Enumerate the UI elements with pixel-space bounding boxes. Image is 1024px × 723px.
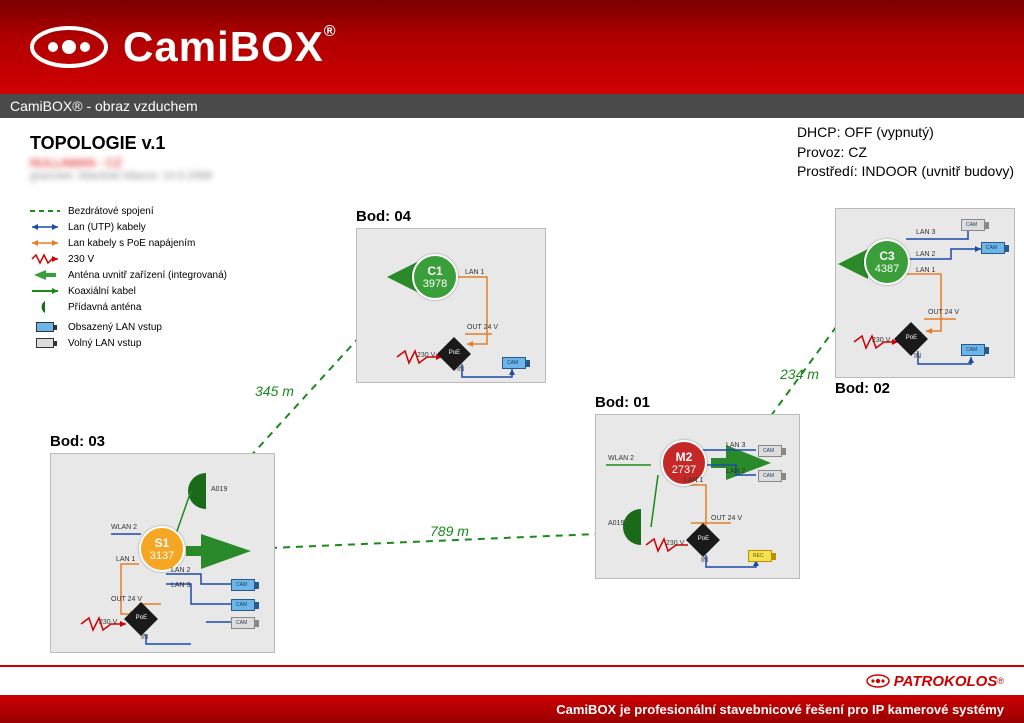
subtitle-text: CamiBOX® - obraz vzduchem	[10, 98, 198, 114]
content-area: TOPOLOGIE v.1 NULLAMAN - CZ gravceet. Wa…	[0, 118, 1024, 678]
legend-coax: Koaxiální kabel	[68, 286, 136, 297]
device-c3: C3 4387	[864, 239, 910, 285]
legend: Bezdrátové spojení Lan (UTP) kabely Lan …	[30, 203, 227, 351]
device-s1-label: S1	[155, 536, 170, 550]
node-bod03: S1 3137 PoE A019 WLAN 2 LAN 1 LAN 2 LAN …	[50, 453, 275, 653]
redacted-line-1: NULLAMAN - CZ	[30, 156, 122, 170]
device-c3-label: C3	[879, 249, 894, 263]
device-c1: C1 3978	[412, 254, 458, 300]
device-m2-num: 2737	[672, 464, 696, 476]
device-c3-num: 4387	[875, 263, 899, 275]
device-c1-label: C1	[427, 264, 442, 278]
node-bod02: C3 4387 PoE LAN 3 LAN 2 LAN 1 OUT 24 V 2…	[835, 208, 1015, 378]
legend-antenna-int: Anténa uvnitř zařízení (integrovaná)	[68, 270, 227, 281]
node-bod03-title: Bod: 03	[50, 433, 105, 450]
footer-brand: PATROKOLOS	[894, 673, 998, 690]
distance-1: 345 m	[255, 383, 294, 399]
info-dhcp: DHCP: OFF (vypnutý)	[797, 123, 1014, 143]
node-bod01-title: Bod: 01	[595, 394, 650, 411]
distance-2: 234 m	[780, 366, 819, 382]
subtitle-bar: CamiBOX® - obraz vzduchem	[0, 94, 1024, 118]
info-box: DHCP: OFF (vypnutý) Provoz: CZ Prostředí…	[797, 123, 1014, 182]
device-s1: S1 3137	[139, 526, 185, 572]
logo: CamiBOX®	[30, 23, 337, 71]
node-bod01: M2 2737 PoE WLAN 2 LAN 3 LAN 2 LAN 1 OUT…	[595, 414, 800, 579]
logo-icon	[30, 26, 108, 68]
legend-lan-used: Obsazený LAN vstup	[68, 322, 162, 333]
footer-white: PATROKOLOS®	[0, 665, 1024, 695]
node-bod02-title: Bod: 02	[835, 380, 890, 397]
distance-3: 789 m	[430, 523, 469, 539]
device-m2-label: M2	[676, 450, 693, 464]
header-banner: CamiBOX®	[0, 0, 1024, 94]
footer-logo-icon	[866, 674, 890, 688]
legend-wireless: Bezdrátové spojení	[68, 206, 154, 217]
topology-title: TOPOLOGIE v.1	[30, 133, 165, 154]
legend-lan-utp: Lan (UTP) kabely	[68, 222, 146, 233]
legend-lan-free: Volný LAN vstup	[68, 338, 141, 349]
logo-text: CamiBOX®	[123, 23, 337, 71]
node-bod04-title: Bod: 04	[356, 208, 411, 225]
info-prostredi: Prostředí: INDOOR (uvnitř budovy)	[797, 162, 1014, 182]
footer-tagline: CamiBOX je profesionální stavebnicové ře…	[556, 702, 1004, 717]
device-c1-num: 3978	[423, 278, 447, 290]
info-provoz: Provoz: CZ	[797, 143, 1014, 163]
legend-lan-poe: Lan kabely s PoE napájením	[68, 238, 195, 249]
legend-antenna-ext: Přídavná anténa	[68, 302, 141, 313]
node-bod04: C1 3978 PoE LAN 1 OUT 24 V 230 V IN CAM	[356, 228, 546, 383]
legend-230v: 230 V	[68, 254, 94, 265]
device-s1-num: 3137	[150, 550, 174, 562]
footer-red: CamiBOX je profesionální stavebnicové ře…	[0, 695, 1024, 723]
redacted-line-2: gravceet. Wactinet Mance: 14.5.2998	[30, 170, 212, 182]
